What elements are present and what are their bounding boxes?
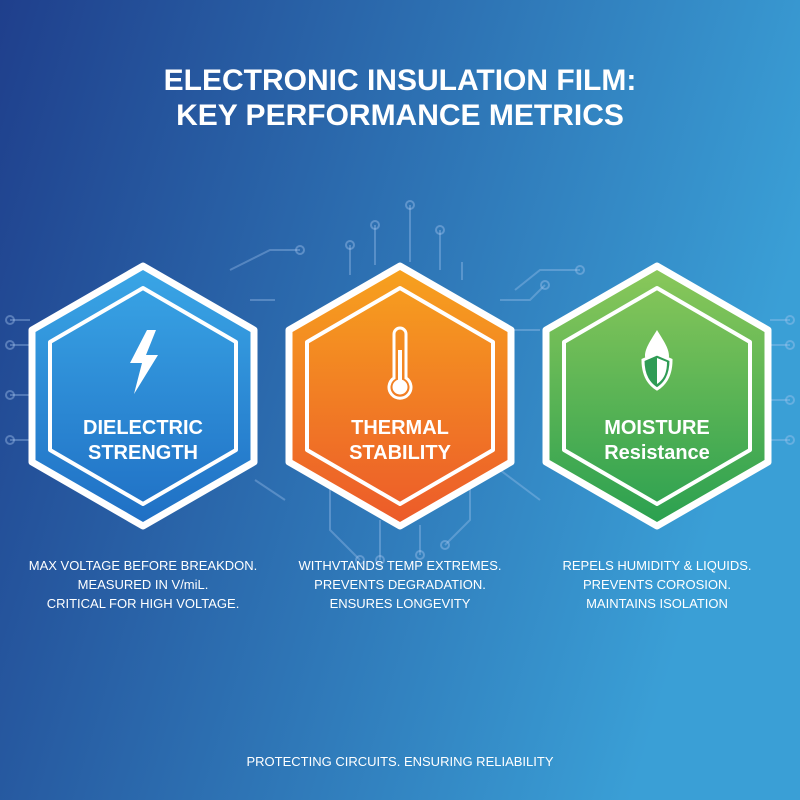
card-title: THERMAL <box>351 417 449 439</box>
card-description: MAX VOLTAGE BEFORE BREAKDON. <box>29 558 258 573</box>
title-line: KEY PERFORMANCE METRICS <box>176 99 624 132</box>
card: DIELECTRIC STRENGTH MAX VOLTAGE BEFORE B… <box>28 262 258 611</box>
card-description: REPELS HUMIDITY & LIQUIDS. <box>562 558 751 573</box>
circuit-trace <box>514 269 580 291</box>
card-title: STABILITY <box>349 442 452 464</box>
title-line: ELECTRONIC INSULATION FILM: <box>164 64 637 97</box>
hexagon-inner <box>562 286 752 506</box>
card-description: PREVENTS COROSION. <box>583 577 731 592</box>
card-title: DIELECTRIC <box>83 417 203 439</box>
circuit-node <box>785 395 795 405</box>
circuit-node <box>370 220 380 230</box>
circuit-trace <box>329 470 361 561</box>
card: THERMAL STABILITY WITHVTANDS TEMP EXTREM… <box>285 262 515 611</box>
footer: PROTECTING CIRCUITS. ENSURING RELIABILIT… <box>247 754 554 769</box>
circuit-trace <box>500 284 546 301</box>
circuit-node <box>295 245 305 255</box>
hexagon <box>542 262 772 530</box>
hexagon-inner <box>48 286 238 506</box>
circuit-node <box>5 315 15 325</box>
circuit-trace <box>229 249 300 271</box>
card-title: Resistance <box>604 442 710 464</box>
circuit-node <box>5 435 15 445</box>
circuit-node <box>540 280 550 290</box>
circuit-node <box>785 315 795 325</box>
card-description: MAINTAINS ISOLATION <box>586 596 728 611</box>
lightning-icon <box>130 330 158 394</box>
circuit-node <box>415 550 425 560</box>
shield-drop-icon <box>641 330 673 391</box>
circuit-node <box>375 555 385 565</box>
circuit-node <box>5 340 15 350</box>
circuit-node <box>785 340 795 350</box>
card-title: MOISTURE <box>604 417 710 439</box>
card: MOISTURE Resistance REPELS HUMIDITY & LI… <box>542 262 772 611</box>
circuit-node <box>440 540 450 550</box>
card-description: PREVENTS DEGRADATION. <box>314 577 486 592</box>
circuit-node <box>355 555 365 565</box>
card-description: MEASURED IN V/miL. <box>78 577 209 592</box>
hexagon-inner <box>305 286 495 506</box>
circuit-node <box>785 435 795 445</box>
hexagon <box>28 262 258 530</box>
circuit-trace <box>499 469 541 501</box>
circuit-trace <box>254 479 286 501</box>
circuit-node <box>435 225 445 235</box>
circuit-node <box>575 265 585 275</box>
circuit-pattern <box>5 200 795 565</box>
hexagon <box>285 262 515 530</box>
thermometer-icon <box>387 326 413 400</box>
card-title: STRENGTH <box>88 442 198 464</box>
card-description: WITHVTANDS TEMP EXTREMES. <box>299 558 502 573</box>
card-description: CRITICAL FOR HIGH VOLTAGE. <box>47 596 240 611</box>
circuit-node <box>345 240 355 250</box>
circuit-node <box>405 200 415 210</box>
card-description: ENSURES LONGEVITY <box>330 596 471 611</box>
circuit-node <box>5 390 15 400</box>
